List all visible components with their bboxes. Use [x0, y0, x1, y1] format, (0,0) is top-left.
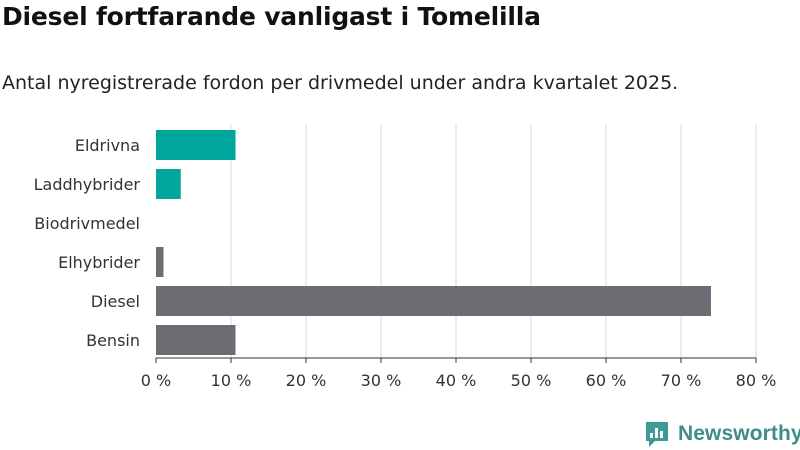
category-label: Laddhybrider: [34, 175, 141, 194]
category-label: Elhybrider: [58, 253, 140, 272]
category-label: Eldrivna: [75, 136, 140, 155]
bar-laddhybrider: [156, 169, 181, 199]
brand-logo: Newsworthy: [644, 420, 800, 448]
x-tick-label: 80 %: [736, 371, 777, 390]
x-tick-label: 10 %: [211, 371, 252, 390]
x-tick-label: 60 %: [586, 371, 627, 390]
x-tick-label: 50 %: [511, 371, 552, 390]
bar-diesel: [156, 286, 711, 316]
brand-name: Newsworthy: [678, 422, 800, 445]
x-tick-label: 30 %: [361, 371, 402, 390]
x-tick-label: 0 %: [141, 371, 171, 390]
x-tick-label: 40 %: [436, 371, 477, 390]
chart-subtitle: Antal nyregistrerade fordon per drivmede…: [2, 72, 679, 94]
category-label: Bensin: [86, 331, 140, 350]
newsworthy-logo-icon: [646, 422, 668, 447]
bar-elhybrider: [156, 247, 164, 277]
x-tick-label: 20 %: [286, 371, 327, 390]
category-label: Biodrivmedel: [34, 214, 140, 233]
bar-bensin: [156, 325, 236, 355]
x-tick-label: 70 %: [661, 371, 702, 390]
bar-eldrivna: [156, 130, 236, 160]
chart-title: Diesel fortfarande vanligast i Tomelilla: [2, 2, 541, 31]
category-label: Diesel: [91, 292, 140, 311]
